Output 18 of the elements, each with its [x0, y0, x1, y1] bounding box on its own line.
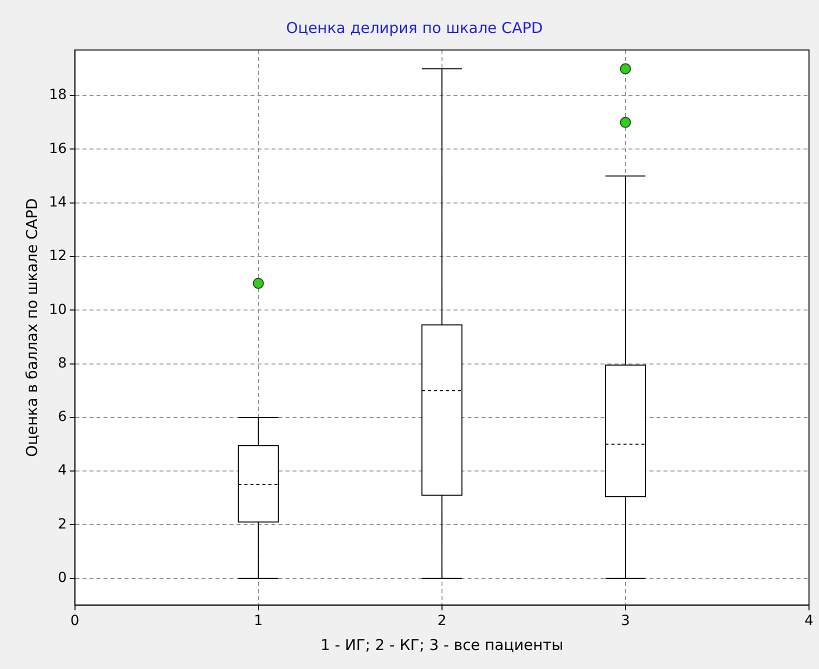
y-tick-label: 18 — [48, 87, 67, 104]
y-tick-label: 10 — [48, 302, 67, 318]
x-tick-label: 1 — [254, 613, 263, 630]
y-tick-label: 6 — [58, 409, 67, 426]
y-tick-label: 4 — [58, 462, 67, 479]
y-tick-label: 0 — [58, 570, 67, 586]
x-tick-label: 0 — [70, 613, 80, 630]
y-axis-title: Оценка в баллах по шкале CAPD — [22, 198, 41, 457]
y-tick-label: 8 — [58, 355, 67, 372]
x-tick-label: 3 — [620, 613, 630, 630]
y-tick-label: 14 — [48, 194, 67, 211]
y-tick-label: 16 — [48, 140, 67, 157]
y-tick-label: 2 — [58, 516, 67, 532]
x-tick-label: 4 — [804, 613, 814, 630]
y-tick-label: 12 — [48, 248, 67, 264]
x-tick-label: 2 — [437, 613, 446, 630]
chart-title: Оценка делирия по шкале CAPD — [286, 18, 543, 37]
x-axis-title: 1 - ИГ; 2 - КГ; 3 - все пациенты — [320, 636, 564, 654]
